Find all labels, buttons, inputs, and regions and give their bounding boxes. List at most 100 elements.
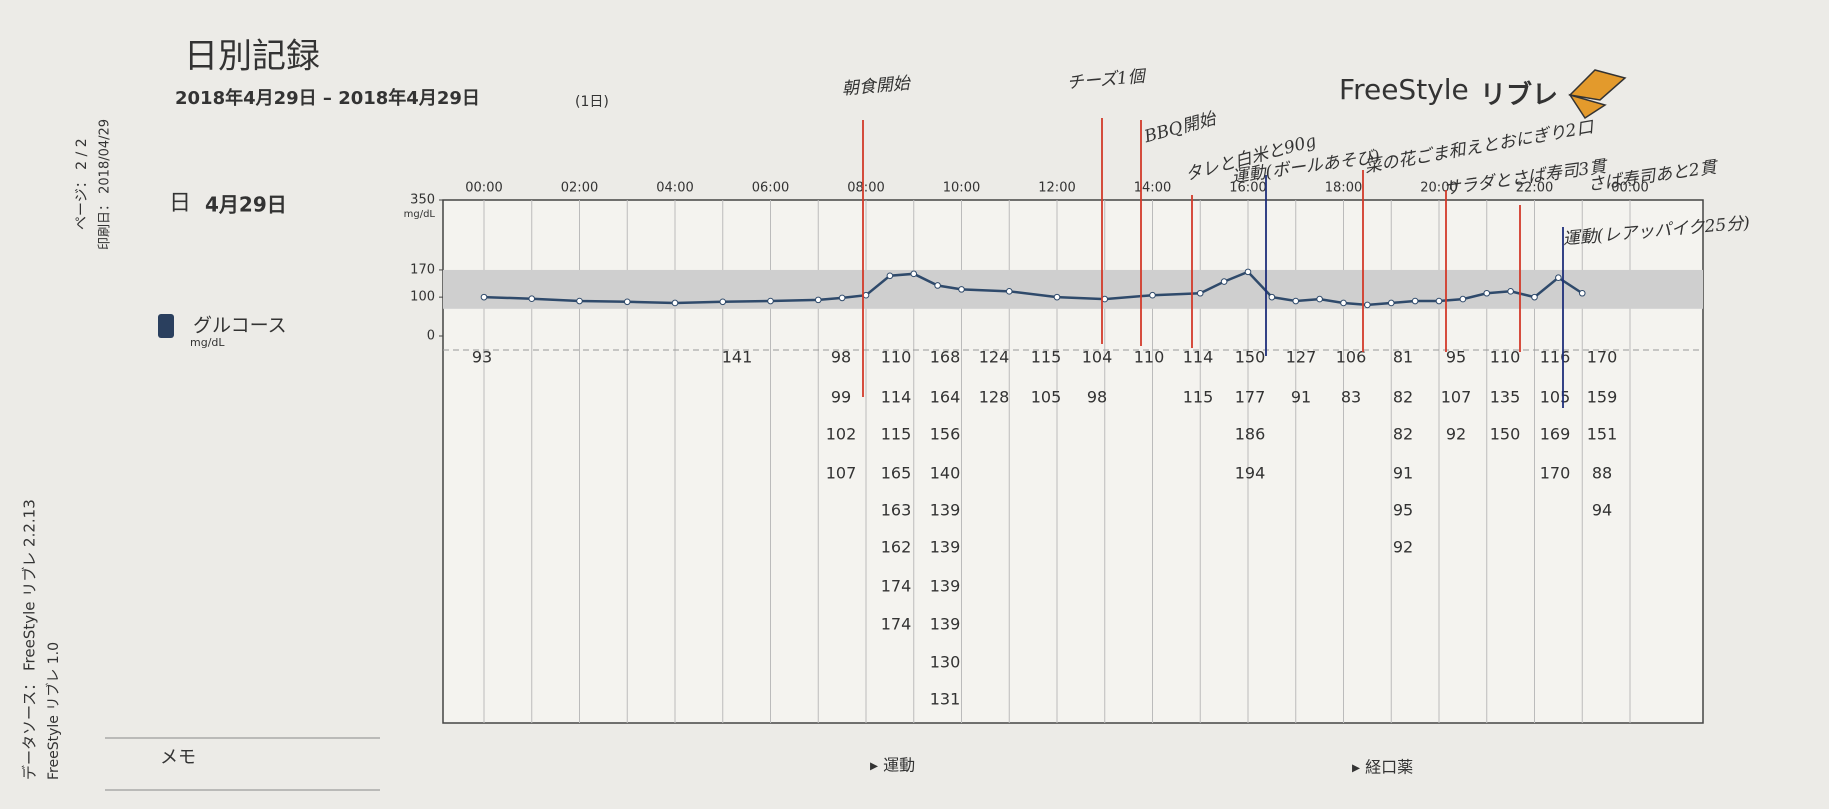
reading: 150 [1235, 348, 1266, 367]
reading: 107 [1441, 388, 1472, 407]
reading: 174 [881, 615, 912, 634]
glucose-point [886, 272, 894, 280]
reading: 169 [1540, 425, 1571, 444]
glucose-point [1555, 274, 1562, 282]
reading: 128 [979, 388, 1010, 407]
reading: 98 [1087, 388, 1107, 407]
reading: 98 [831, 348, 851, 367]
page-number: ページ： 2 / 2 [74, 138, 90, 230]
reading: 110 [881, 348, 912, 367]
reading: 140 [930, 464, 961, 483]
reading: 162 [881, 538, 912, 557]
reading: 163 [881, 501, 912, 520]
reading: 177 [1235, 388, 1266, 407]
x-tick-label: 08:00 [847, 181, 884, 196]
glucose-point [1435, 297, 1443, 305]
glucose-point [910, 270, 918, 278]
date-range: 2018年4月29日 – 2018年4月29日 [175, 87, 480, 109]
y-tick-label: 100 [410, 290, 435, 305]
legend-exercise: ▸ 運動 [870, 756, 915, 775]
reading: 124 [979, 348, 1010, 367]
reading: 127 [1286, 348, 1317, 367]
glucose-point [1459, 295, 1467, 303]
reading: 99 [831, 388, 851, 407]
reading: 139 [930, 538, 961, 557]
glucose-point [1387, 299, 1395, 307]
reading: 110 [1490, 348, 1521, 367]
glucose-point [1340, 299, 1347, 307]
glucose-point [1220, 278, 1228, 285]
reading: 91 [1393, 464, 1413, 483]
glucose-point [1196, 289, 1204, 297]
title: 日別記録 [184, 37, 320, 77]
glucose-point [1578, 289, 1586, 297]
reading: 159 [1587, 388, 1618, 407]
glucose-point [838, 294, 846, 302]
x-tick-label: 22:00 [1516, 181, 1553, 196]
x-tick-label: 02:00 [561, 181, 598, 196]
x-tick-label: 00:00 [465, 181, 502, 196]
x-tick-label: 00:00 [1611, 181, 1648, 196]
reading: 139 [930, 577, 961, 596]
glucose-point [1507, 288, 1514, 295]
print-date: 印刷日： 2018/04/29 [98, 119, 113, 250]
reading: 194 [1235, 464, 1266, 483]
glucose-point [1316, 295, 1323, 303]
reading: 106 [1336, 348, 1367, 367]
glucose-point [958, 286, 965, 293]
reading: 115 [881, 425, 912, 444]
days: (1日) [575, 94, 609, 110]
reading: 114 [881, 388, 912, 407]
reading: 151 [1587, 425, 1618, 444]
y-tick-label: 170 [410, 262, 435, 277]
reading: 164 [930, 388, 961, 407]
glucose-point [1411, 297, 1419, 305]
reading: 139 [930, 615, 961, 634]
reading: 83 [1341, 388, 1361, 407]
reading: 130 [930, 653, 961, 672]
reading: 81 [1393, 348, 1413, 367]
reading: 116 [1540, 348, 1571, 367]
reading: 102 [826, 425, 857, 444]
glucose-point [1531, 293, 1538, 301]
day-label: 日 [169, 191, 191, 216]
reading: 114 [1183, 348, 1214, 367]
reading: 105 [1540, 388, 1571, 407]
y-tick-label: 350 [410, 193, 435, 208]
glucose-point [623, 298, 631, 306]
data-source: データソース： FreeStyle リブレ 2.2.13 [21, 499, 39, 780]
reading: 115 [1031, 348, 1062, 367]
reading: 115 [1183, 388, 1214, 407]
x-tick-label: 06:00 [752, 181, 789, 196]
reading: 150 [1490, 425, 1521, 444]
glucose-point [934, 282, 941, 289]
reading: 91 [1291, 388, 1311, 407]
glucose-point [480, 293, 488, 301]
reading: 141 [722, 348, 753, 367]
glucose-point [1292, 297, 1300, 305]
reading: 93 [472, 348, 492, 367]
reading: 104 [1082, 348, 1113, 367]
glucose-point [767, 297, 774, 305]
glucose-point [814, 296, 822, 304]
reading: 165 [881, 464, 912, 483]
y-unit: mg/dL [404, 209, 436, 220]
sensor-icon [158, 314, 174, 338]
reading: 107 [826, 464, 857, 483]
x-tick-label: 12:00 [1038, 181, 1075, 196]
reading: 95 [1446, 348, 1466, 367]
reading: 139 [930, 501, 961, 520]
logo-sub: リブレ [1480, 80, 1558, 111]
reading: 92 [1446, 425, 1466, 444]
day: 4月29日 [205, 193, 287, 217]
x-tick-label: 20:00 [1420, 181, 1457, 196]
x-tick-label: 18:00 [1325, 181, 1362, 196]
device: FreeStyle リブレ 1.0 [45, 642, 62, 780]
reading: 92 [1393, 538, 1413, 557]
reading: 95 [1393, 501, 1413, 520]
glucose-point [862, 291, 870, 299]
glucose-point [528, 295, 536, 302]
glucose-point [1364, 301, 1371, 309]
logo: FreeStyle [1339, 73, 1469, 106]
